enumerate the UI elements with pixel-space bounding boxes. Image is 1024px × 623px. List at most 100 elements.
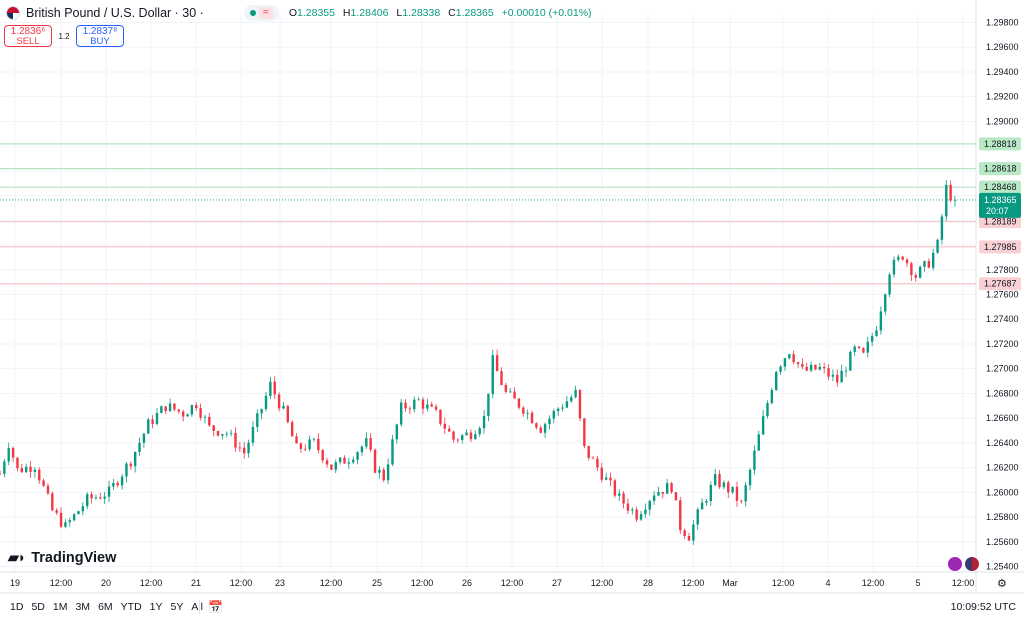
- candle-body-down[interactable]: [277, 394, 281, 409]
- candle-body-down[interactable]: [801, 364, 804, 367]
- candle-body-down[interactable]: [622, 493, 625, 504]
- candle-body-up[interactable]: [147, 419, 150, 434]
- candle-body-up[interactable]: [853, 346, 856, 352]
- candle-body-up[interactable]: [783, 358, 787, 367]
- candle-body-down[interactable]: [596, 458, 599, 468]
- candle-body-down[interactable]: [517, 398, 521, 408]
- candle-body-down[interactable]: [195, 405, 198, 409]
- candle-body-up[interactable]: [413, 399, 416, 410]
- candle-body-down[interactable]: [914, 275, 917, 278]
- candle-body-down[interactable]: [535, 423, 538, 428]
- candle-body-up[interactable]: [775, 371, 778, 391]
- candle-body-up[interactable]: [465, 432, 468, 436]
- candle-body-down[interactable]: [539, 427, 542, 433]
- candle-body-down[interactable]: [439, 409, 442, 424]
- gear-icon[interactable]: ⚙: [997, 578, 1007, 590]
- candle-body-down[interactable]: [447, 428, 451, 432]
- candle-body-up[interactable]: [3, 461, 6, 474]
- candle-body-down[interactable]: [522, 407, 525, 414]
- candle-body-down[interactable]: [600, 467, 603, 480]
- timeframe-all[interactable]: All: [191, 601, 204, 613]
- candle-body-up[interactable]: [155, 413, 159, 424]
- candle-body-down[interactable]: [343, 457, 346, 464]
- candle-body-up[interactable]: [705, 501, 708, 503]
- candle-body-down[interactable]: [635, 509, 638, 520]
- candle-body-up[interactable]: [526, 412, 529, 414]
- candle-body-down[interactable]: [792, 354, 795, 363]
- candle-body-up[interactable]: [565, 401, 569, 408]
- candle-body-up[interactable]: [142, 433, 146, 443]
- market-status-pill[interactable]: ≈: [243, 5, 279, 21]
- candle-body-down[interactable]: [687, 535, 691, 541]
- candle-body-up[interactable]: [945, 184, 948, 217]
- candle-body-up[interactable]: [312, 438, 316, 440]
- candle-body-up[interactable]: [103, 496, 106, 499]
- candle-body-down[interactable]: [430, 404, 433, 407]
- candle-body-up[interactable]: [478, 428, 481, 435]
- candle-body-up[interactable]: [72, 514, 76, 521]
- candle-body-up[interactable]: [940, 216, 944, 240]
- candle-body-up[interactable]: [347, 462, 351, 464]
- candle-body-up[interactable]: [713, 474, 717, 486]
- utc-clock[interactable]: 10:09:52 UTC: [950, 601, 1016, 613]
- candle-body-down[interactable]: [408, 408, 412, 410]
- candle-body-up[interactable]: [356, 452, 359, 460]
- candle-body-down[interactable]: [55, 510, 58, 513]
- candle-body-down[interactable]: [208, 416, 211, 426]
- candle-body-up[interactable]: [334, 462, 337, 470]
- candle-body-up[interactable]: [696, 509, 699, 525]
- candle-body-down[interactable]: [173, 403, 176, 410]
- timeframe-6m[interactable]: 6M: [98, 601, 113, 613]
- candle-body-down[interactable]: [321, 450, 324, 461]
- candle-body-up[interactable]: [120, 476, 124, 486]
- timeframe-1d[interactable]: 1D: [10, 601, 24, 613]
- candle-body-up[interactable]: [744, 485, 747, 502]
- sell-button[interactable]: 1.2836⁶ SELL: [4, 25, 52, 47]
- candle-body-up[interactable]: [652, 495, 656, 501]
- candle-body-down[interactable]: [299, 443, 303, 449]
- candle-body-up[interactable]: [870, 336, 874, 342]
- candle-body-down[interactable]: [243, 447, 246, 454]
- candle-body-up[interactable]: [731, 486, 734, 493]
- candle-body-up[interactable]: [386, 464, 390, 481]
- candle-body-down[interactable]: [718, 474, 721, 488]
- candle-body-up[interactable]: [256, 413, 259, 427]
- candle-body-down[interactable]: [421, 399, 425, 409]
- candle-body-down[interactable]: [129, 463, 133, 467]
- candle-body-down[interactable]: [330, 464, 333, 470]
- candle-body-down[interactable]: [727, 482, 730, 493]
- events-icon[interactable]: ≈: [258, 7, 273, 19]
- candle-body-down[interactable]: [735, 486, 739, 501]
- candle-body-up[interactable]: [378, 469, 381, 473]
- candle-body-up[interactable]: [269, 381, 272, 396]
- tradingview-logo[interactable]: ▰◗ TradingView: [8, 549, 116, 566]
- candle-body-down[interactable]: [199, 408, 202, 418]
- candle-body-down[interactable]: [373, 449, 377, 473]
- candle-body-up[interactable]: [923, 261, 926, 267]
- candle-body-down[interactable]: [822, 366, 826, 369]
- candle-body-up[interactable]: [474, 434, 477, 440]
- candle-body-down[interactable]: [212, 425, 215, 432]
- candle-body-up[interactable]: [892, 259, 896, 275]
- candle-body-down[interactable]: [59, 512, 63, 527]
- candle-body-down[interactable]: [90, 494, 93, 499]
- candle-body-up[interactable]: [574, 389, 577, 398]
- candle-body-up[interactable]: [338, 457, 342, 463]
- candle-body-down[interactable]: [42, 480, 45, 486]
- candle-body-up[interactable]: [648, 500, 651, 510]
- candle-body-up[interactable]: [866, 341, 869, 353]
- candle-body-up[interactable]: [125, 463, 128, 477]
- timeframe-5y[interactable]: 5Y: [170, 601, 184, 613]
- candle-body-up[interactable]: [918, 266, 922, 278]
- candle-body-up[interactable]: [24, 466, 28, 473]
- candle-body-up[interactable]: [7, 448, 10, 462]
- candle-body-down[interactable]: [295, 436, 298, 444]
- timeframe-5d[interactable]: 5D: [31, 601, 45, 613]
- candle-body-up[interactable]: [639, 514, 643, 520]
- candle-body-up[interactable]: [692, 524, 695, 541]
- candle-body-up[interactable]: [770, 390, 774, 404]
- candle-body-up[interactable]: [665, 483, 669, 494]
- candle-body-up[interactable]: [953, 199, 957, 201]
- candle-body-down[interactable]: [530, 412, 534, 424]
- candle-body-up[interactable]: [884, 294, 887, 312]
